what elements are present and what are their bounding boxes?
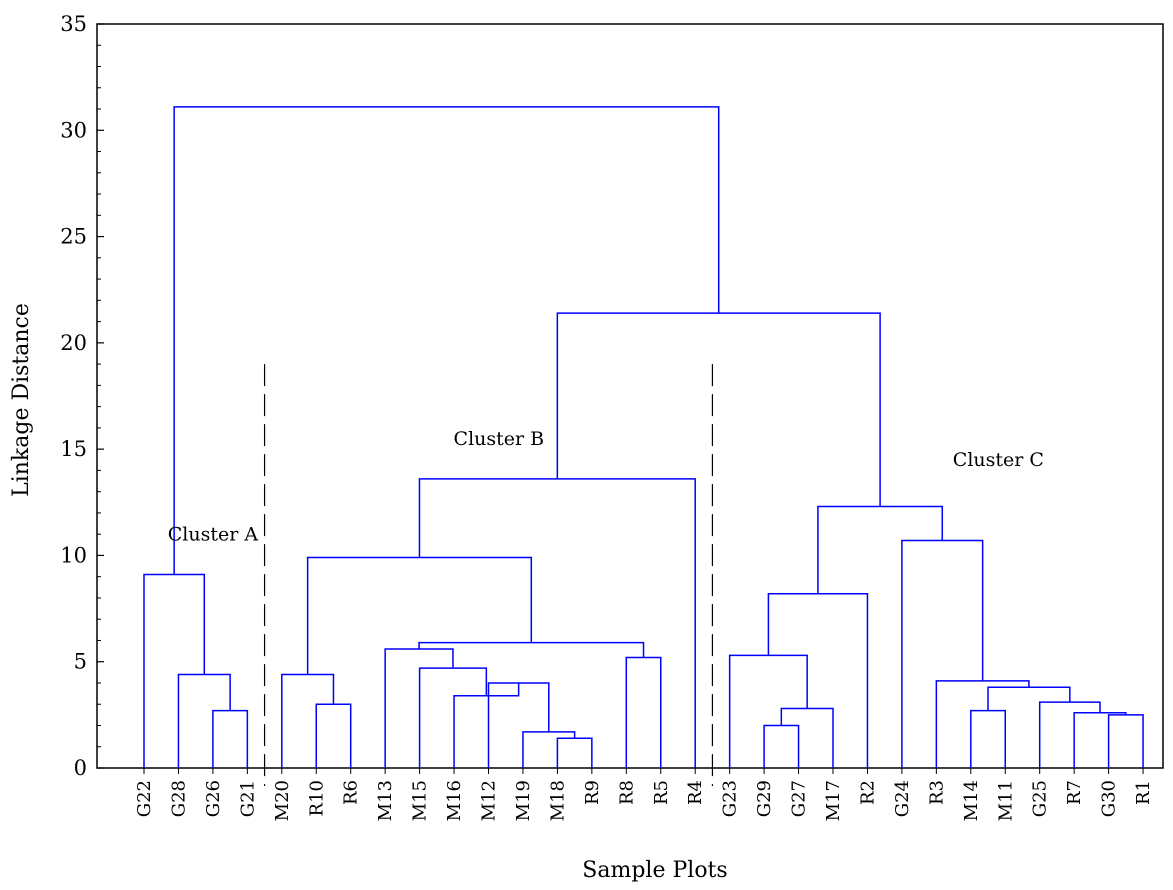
leaf-label: G24 [892,780,913,817]
leaf-label: M17 [823,780,844,821]
leaf-label: G27 [789,780,810,817]
dendrogram-link [418,641,645,658]
dendrogram-link [767,592,869,768]
leaf-label: R10 [306,780,327,816]
leaf-label: G30 [1099,780,1120,817]
leaf-label: M18 [547,780,568,821]
dendrogram-link [315,703,352,768]
cluster-dividers [263,364,714,786]
y-tick-label: 5 [74,650,87,674]
y-tick-label: 15 [60,437,87,461]
cluster-annotation: Cluster A [168,524,259,546]
dendrogram-link [418,478,696,768]
leaf-label: M19 [513,780,534,821]
dendrogram-link [1073,711,1127,768]
dendrogram-link [556,737,593,768]
leaf-label: M14 [961,780,982,821]
leaf-label: R7 [1064,780,1085,805]
y-tick-label: 30 [60,118,87,142]
dendrogram-link [817,505,944,594]
leaf-label: G22 [134,780,155,817]
dendrogram-link [143,573,206,768]
leaf-label: M15 [410,780,431,821]
leaf-label: R4 [685,780,706,805]
dendrogram-link [487,682,550,768]
cluster-annotation: Cluster C [953,449,1044,471]
y-tick-label: 20 [60,331,87,355]
dendrogram-link [901,539,984,768]
x-axis-leaf-labels: G22 G28 G26 G21 M20 R10 R6 M13 M15 M16 M12 M19 M18 R9… [134,768,1154,821]
dendrogram-link [212,709,249,768]
dendrogram-links [143,106,1144,768]
dendrogram-link [177,673,231,768]
dendrogram-link [625,656,662,768]
y-tick-label: 10 [60,543,87,567]
y-tick-label: 35 [60,12,87,36]
y-axis-label: Linkage Distance [9,303,34,497]
leaf-label: M13 [375,780,396,821]
leaf-label: M20 [272,780,293,821]
x-axis-label: Sample Plots [582,858,727,883]
leaf-label: R9 [582,780,603,805]
dendrogram-link [453,682,520,768]
cluster-annotation: Cluster B [454,428,545,450]
plot-frame [96,23,1164,769]
dendrogram-link [306,556,533,675]
y-tick-label: 25 [60,225,87,249]
dendrogram-link [281,673,335,768]
leaf-label: G21 [237,780,258,817]
leaf-label: G29 [754,780,775,817]
dendrogram-link [556,312,881,507]
leaf-label: R2 [857,780,878,805]
leaf-label: R8 [616,780,637,805]
dendrogram-link [1107,714,1144,768]
leaf-label: R5 [651,780,672,805]
leaf-label: M11 [995,780,1016,821]
cluster-annotations: Cluster A Cluster B Cluster C [168,428,1044,546]
leaf-label: G23 [720,780,741,817]
leaf-label: M12 [479,780,500,821]
leaf-label: R1 [1133,780,1154,805]
leaf-label: G28 [168,780,189,817]
leaf-label: R6 [341,780,362,805]
dendrogram-link [987,686,1071,711]
dendrogram-link [728,654,808,768]
leaf-label: M16 [444,780,465,821]
dendrogram-link [1038,701,1101,768]
dendrogram-link [522,731,576,768]
leaf-label: G26 [203,780,224,817]
dendrogram-link [763,724,800,768]
dendrogram-link [418,667,488,768]
dendrogram-link [780,707,834,768]
dendrogram-link [935,680,1030,768]
y-tick-label: 0 [74,756,87,780]
dendrogram-link [970,709,1006,768]
y-axis: 0 5 10 15 20 25 30 35 [60,12,104,780]
dendrogram-link [173,106,720,575]
leaf-label: R3 [926,780,947,805]
leaf-label: G25 [1030,780,1051,817]
